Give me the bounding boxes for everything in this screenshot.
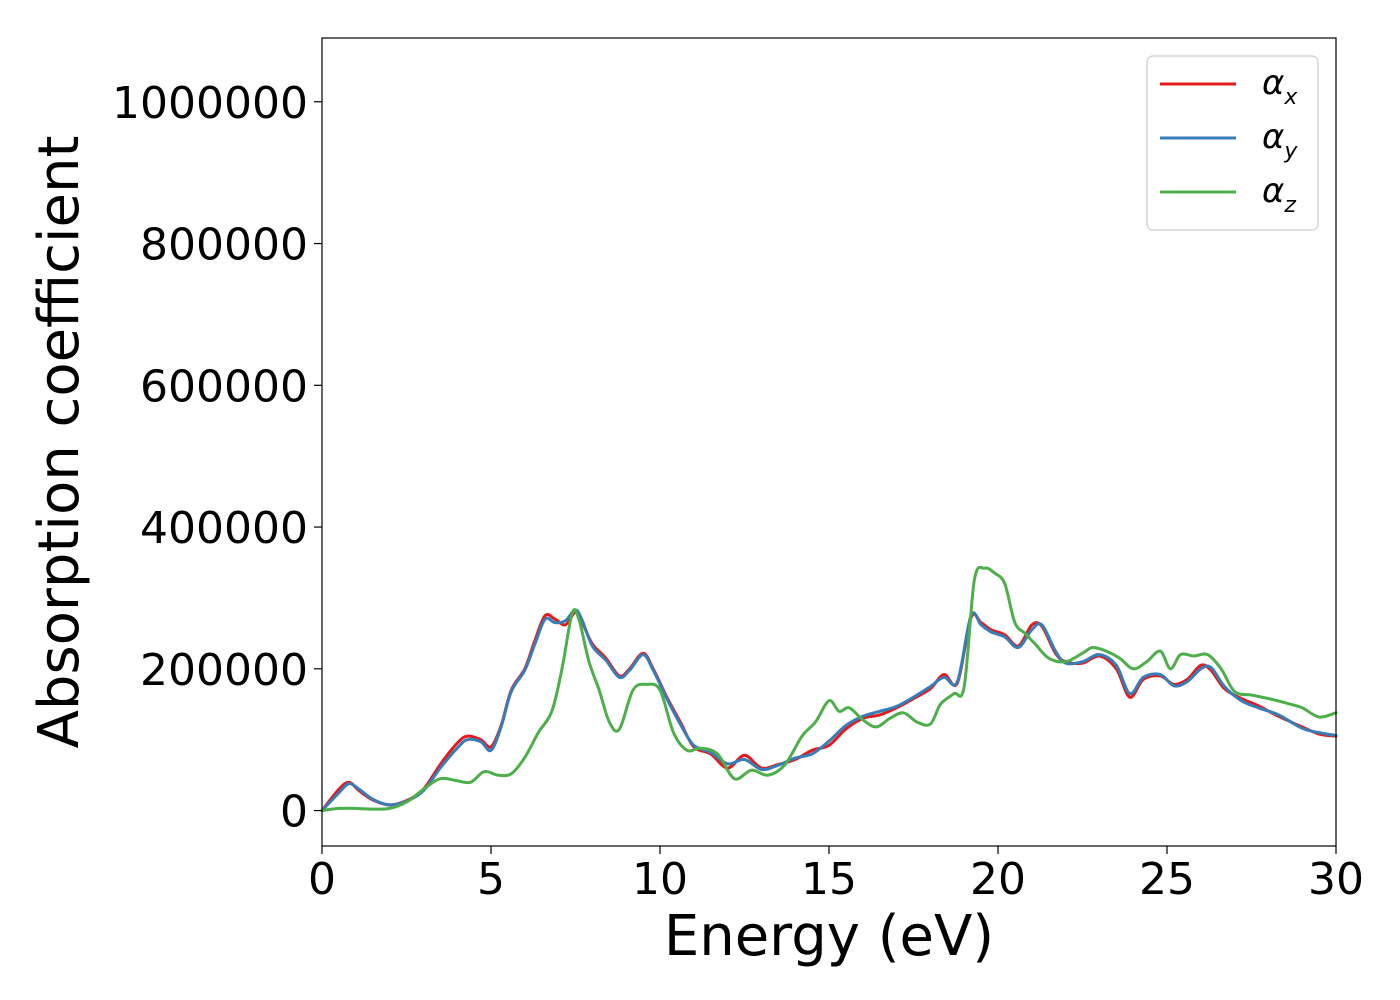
y-tick-label: 600000 bbox=[140, 361, 308, 412]
legend-symbol: α bbox=[1262, 117, 1284, 157]
x-axis-ticks: 0 5 10 15 20 25 30 bbox=[308, 846, 1364, 905]
legend-label-alpha-z: αz bbox=[1262, 171, 1296, 218]
y-tick-label: 800000 bbox=[140, 220, 308, 271]
x-tick-label: 10 bbox=[632, 854, 688, 905]
legend-symbol: α bbox=[1262, 171, 1284, 211]
y-tick-label: 1000000 bbox=[112, 78, 308, 129]
y-tick-label: 200000 bbox=[140, 645, 308, 696]
y-tick-label: 0 bbox=[280, 787, 308, 838]
y-axis-label: Absorption coefficient bbox=[27, 136, 92, 749]
x-axis-label: Energy (eV) bbox=[664, 904, 994, 969]
legend-subscript: y bbox=[1283, 139, 1298, 164]
series-line-alpha-z bbox=[320, 565, 1338, 813]
x-tick-label: 25 bbox=[1139, 854, 1195, 905]
legend-label-alpha-y: αy bbox=[1262, 117, 1298, 164]
legend-symbol: α bbox=[1262, 63, 1284, 103]
x-tick-label: 15 bbox=[801, 854, 857, 905]
x-tick-label: 0 bbox=[308, 854, 336, 905]
series-layer bbox=[320, 565, 1338, 813]
y-tick-label: 400000 bbox=[140, 503, 308, 554]
y-axis-ticks: 0 200000 400000 600000 800000 1000000 bbox=[112, 78, 322, 838]
x-tick-label: 5 bbox=[477, 854, 505, 905]
x-tick-label: 30 bbox=[1308, 854, 1364, 905]
legend-subscript: x bbox=[1283, 85, 1298, 110]
series-line-alpha-y bbox=[320, 608, 1338, 813]
legend-frame bbox=[1146, 55, 1319, 231]
legend-subscript: z bbox=[1283, 193, 1296, 218]
legend-label-alpha-x: αx bbox=[1262, 63, 1298, 110]
x-tick-label: 20 bbox=[970, 854, 1026, 905]
